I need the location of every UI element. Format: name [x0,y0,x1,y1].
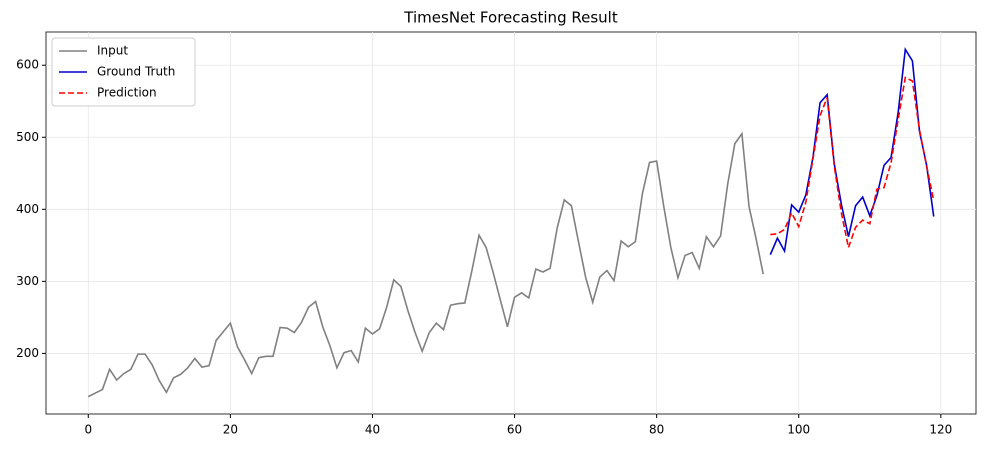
x-tick-label: 100 [787,423,810,437]
y-tick-label: 600 [16,58,39,72]
x-tick-label: 60 [507,423,522,437]
plot-frame [45,31,977,415]
y-tick-label: 200 [16,346,39,360]
x-tick-label: 20 [223,423,238,437]
chart-title: TimesNet Forecasting Result [403,9,618,27]
legend-label: Prediction [97,86,157,100]
x-tick-label: 0 [84,423,92,437]
x-tick-label: 40 [365,423,380,437]
y-tick-label: 300 [16,274,39,288]
legend-box [51,37,196,107]
y-tick-label: 500 [16,130,39,144]
series-line [769,46,935,256]
series-line [87,131,764,398]
y-tick-label: 400 [16,202,39,216]
x-tick-label: 80 [649,423,664,437]
legend-label: Input [97,44,128,58]
legend-label: Ground Truth [97,65,175,79]
x-tick-label: 120 [929,423,952,437]
series-line [770,76,935,251]
